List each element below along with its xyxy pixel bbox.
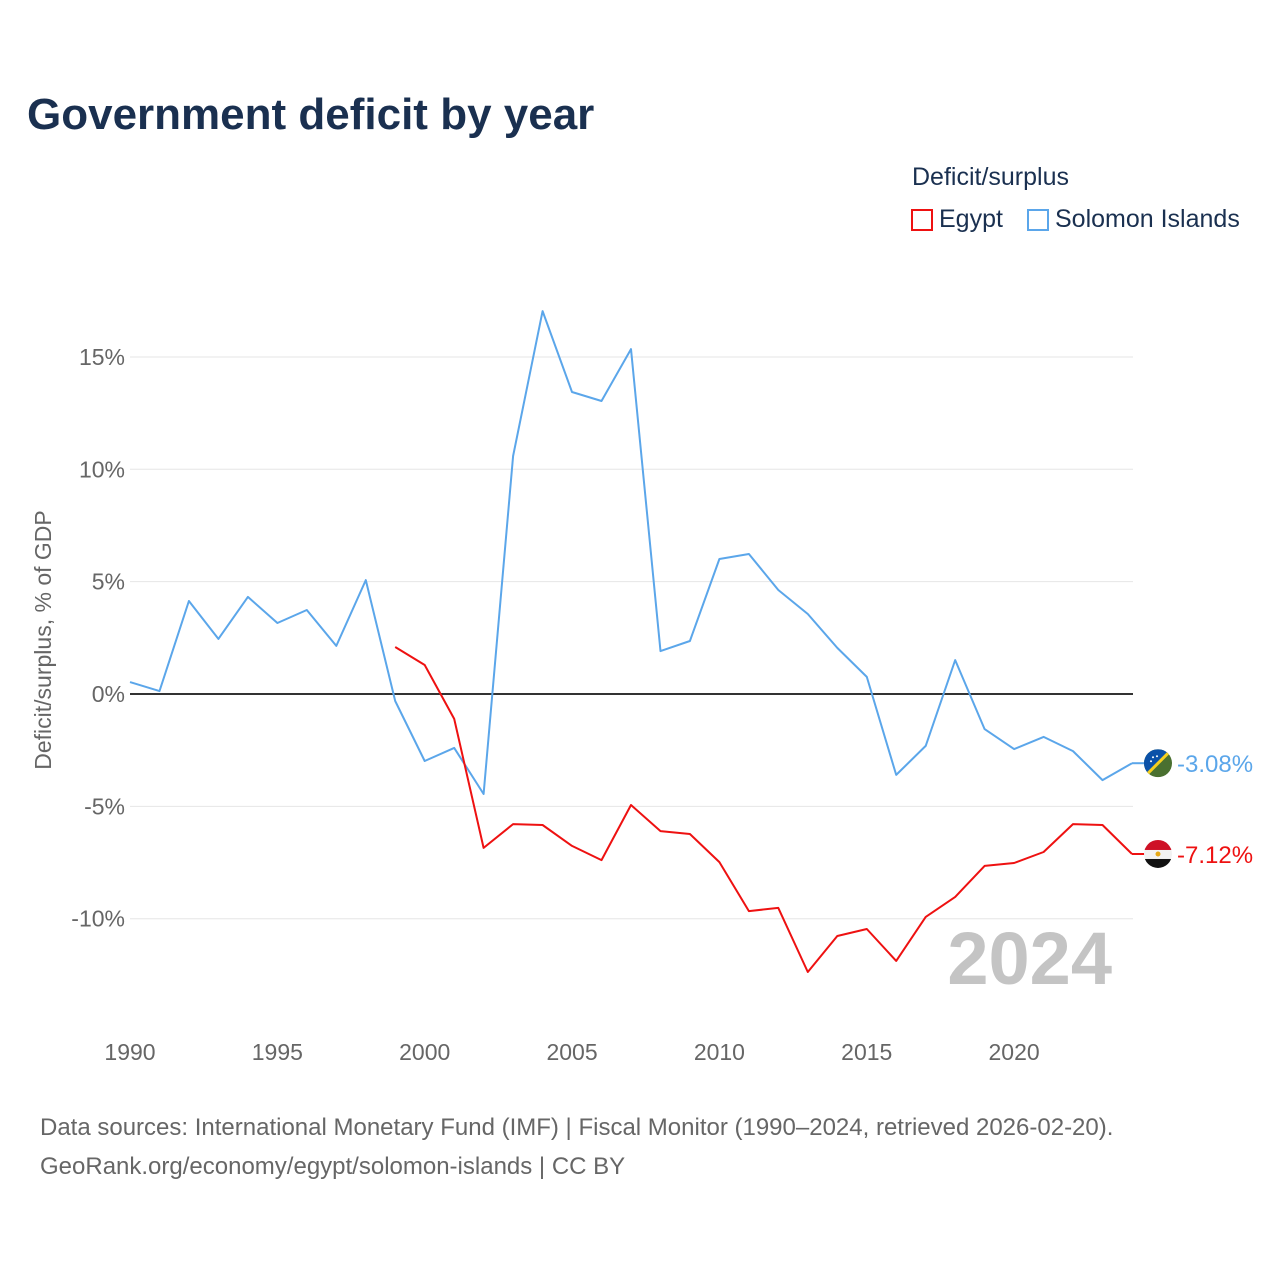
end-value-label-solomon-islands: -3.08%: [1177, 751, 1253, 778]
series-line-solomon-islands: [129, 310, 1133, 795]
y-tick-label: 10%: [79, 456, 125, 482]
legend-label: Solomon Islands: [1055, 205, 1240, 233]
x-tick-label: 2005: [546, 1039, 597, 1065]
series-line-egypt: [394, 646, 1133, 973]
x-tick-label: 2010: [694, 1039, 745, 1065]
solomon-islands-flag-icon: [1144, 749, 1172, 778]
x-tick-label: 2015: [841, 1039, 892, 1065]
year-watermark: 2024: [947, 917, 1112, 1000]
y-tick-label: 15%: [79, 344, 125, 370]
legend-label: Egypt: [939, 205, 1003, 233]
legend-swatch-solomon-islands: [1027, 208, 1049, 231]
y-tick-label: 0%: [92, 681, 125, 707]
source-line-2[interactable]: GeoRank.org/economy/egypt/solomon-island…: [40, 1153, 626, 1180]
source-note: Data sources: International Monetary Fun…: [40, 1108, 1113, 1186]
x-tick-label: 2020: [989, 1039, 1040, 1065]
legend-item-solomon-islands[interactable]: Solomon Islands: [1027, 205, 1240, 234]
x-tick-label: 2000: [399, 1039, 450, 1065]
x-tick-label: 1990: [104, 1039, 155, 1065]
y-axis-label: Deficit/surplus, % of GDP: [30, 510, 56, 769]
source-line-1: Data sources: International Monetary Fun…: [40, 1114, 1114, 1141]
y-tick-label: -10%: [71, 906, 125, 932]
chart-title: Government deficit by year: [27, 90, 595, 139]
x-tick-label: 1995: [252, 1039, 303, 1065]
legend-swatch-egypt: [911, 208, 933, 231]
end-value-label-egypt: -7.12%: [1177, 842, 1253, 869]
egypt-flag-icon: [1144, 839, 1172, 868]
y-tick-label: -5%: [84, 793, 125, 819]
y-tick-label: 5%: [92, 569, 125, 595]
legend-item-egypt[interactable]: Egypt: [911, 205, 1003, 234]
legend-title: Deficit/surplus: [912, 163, 1069, 191]
